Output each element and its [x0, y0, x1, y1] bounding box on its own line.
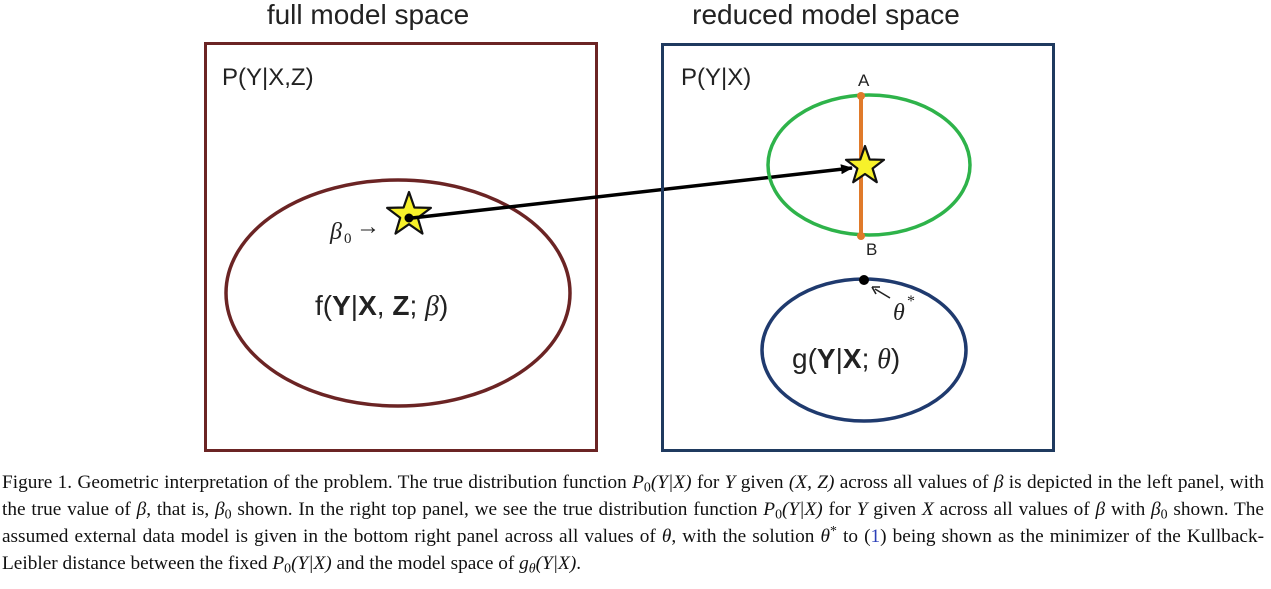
left-box-label: P(Y|X,Z) — [222, 64, 314, 91]
true-model-ellipse — [766, 93, 972, 237]
left-star-point — [404, 213, 414, 223]
right-panel-box — [661, 43, 1055, 452]
beta0-symbol: β — [329, 219, 342, 245]
theta-star-label: θ — [893, 300, 905, 326]
left-model-ellipse — [224, 178, 572, 408]
point-a-label: A — [858, 71, 870, 90]
theta-star-sup: * — [907, 293, 915, 310]
equation-ref-link[interactable]: 1 — [870, 526, 881, 547]
mapping-arrow — [411, 164, 853, 220]
point-b-dot — [857, 232, 865, 240]
point-b-label: B — [866, 240, 877, 259]
left-ellipse-label: f(Y|X, Z; β) — [315, 290, 448, 322]
beta0-arrow: → — [356, 214, 380, 240]
theta-star-point — [859, 275, 869, 285]
right-panel-heading: reduced model space — [692, 0, 960, 30]
beta0-subscript: 0 — [344, 231, 352, 247]
theta-star-arrow — [874, 288, 891, 299]
right-star-icon — [844, 144, 886, 184]
figure-caption: Figure 1. Geometric interpretation of th… — [2, 472, 1265, 577]
right-ellipse-label: g(Y|X; θ) — [792, 343, 900, 375]
left-panel-heading: full model space — [267, 0, 469, 30]
figure-diagram: full model space reduced model space P(Y… — [204, 0, 1055, 452]
right-box-label: P(Y|X) — [681, 64, 751, 91]
left-panel-box — [204, 42, 598, 452]
beta0-label: β — [329, 219, 342, 245]
point-a-dot — [857, 92, 865, 100]
theta-star-arrowhead — [871, 286, 880, 295]
left-star-icon — [386, 190, 432, 235]
